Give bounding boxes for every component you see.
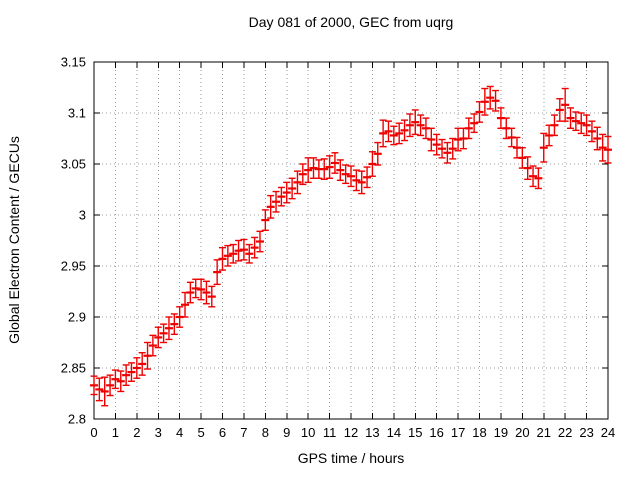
- x-tick-label: 6: [219, 425, 226, 440]
- x-tick-label: 16: [429, 425, 443, 440]
- x-tick-label: 3: [155, 425, 162, 440]
- x-tick-label: 9: [283, 425, 290, 440]
- x-tick-label: 2: [133, 425, 140, 440]
- y-tick-label: 2.8: [68, 412, 86, 427]
- x-tick-label: 22: [558, 425, 572, 440]
- x-tick-label: 17: [451, 425, 465, 440]
- x-tick-label: 14: [387, 425, 401, 440]
- x-axis-label: GPS time / hours: [298, 450, 405, 466]
- y-tick-label: 3: [79, 208, 86, 223]
- y-tick-label: 2.95: [61, 259, 86, 274]
- x-tick-label: 10: [301, 425, 315, 440]
- x-tick-label: 12: [344, 425, 358, 440]
- x-tick-label: 18: [472, 425, 486, 440]
- y-tick-label: 3.15: [61, 55, 86, 70]
- x-tick-label: 13: [365, 425, 379, 440]
- y-tick-label: 2.9: [68, 310, 86, 325]
- x-tick-label: 7: [240, 425, 247, 440]
- x-tick-label: 21: [537, 425, 551, 440]
- x-tick-label: 20: [515, 425, 529, 440]
- x-tick-label: 8: [262, 425, 269, 440]
- plot-generated-content: 0 1 2 3 4 5 6 7 8 9 10 11 12 13 14 15 16 17 18 19 20 21 22 23 24…: [61, 55, 616, 441]
- y-axis-label: Global Electron Content / GECUs: [6, 136, 22, 344]
- chart-title: Day 081 of 2000, GEC from uqrg: [249, 14, 454, 30]
- y-tick-label: 3.1: [68, 106, 86, 121]
- x-tick-label: 19: [494, 425, 508, 440]
- x-tick-label: 23: [579, 425, 593, 440]
- y-tick-label: 3.05: [61, 157, 86, 172]
- x-tick-label: 5: [197, 425, 204, 440]
- y-tick-label: 2.85: [61, 361, 86, 376]
- x-tick-label: 24: [601, 425, 615, 440]
- x-tick-label: 11: [323, 425, 337, 440]
- x-tick-label: 15: [408, 425, 422, 440]
- x-tick-label: 1: [112, 425, 119, 440]
- plot-border: [93, 61, 609, 420]
- x-tick-label: 4: [176, 425, 183, 440]
- x-tick-label: 0: [90, 425, 97, 440]
